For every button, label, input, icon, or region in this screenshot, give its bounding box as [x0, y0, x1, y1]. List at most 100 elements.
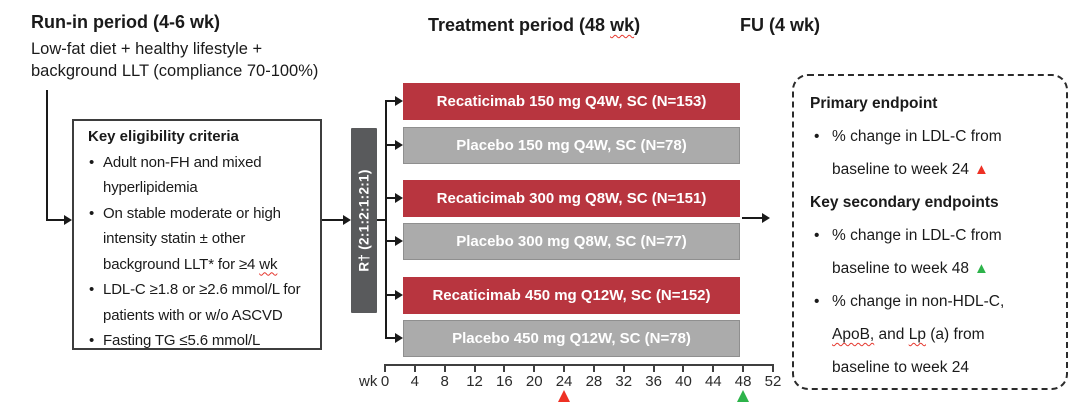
- treatment-title-squiggle-word: wk: [610, 15, 635, 35]
- week-axis-tick: [384, 364, 386, 372]
- endpoints-box: Primary endpoint % change in LDL-C from …: [792, 74, 1068, 390]
- red-up-triangle-icon: ▲: [974, 161, 989, 178]
- runin-subtitle-line2: background LLT (compliance 70-100%): [31, 62, 319, 80]
- branch-arrowhead-arm2-icon: [395, 140, 403, 150]
- week-axis-tick-label: 16: [496, 373, 513, 390]
- branch-arrowhead-arm4-icon: [395, 236, 403, 246]
- treatment-title-text: Treatment period (48: [428, 15, 611, 35]
- week-axis-tick: [533, 364, 536, 372]
- branch-arrowhead-arm1-icon: [395, 96, 403, 106]
- secondary-endpoint-text: (a) from baseline to week 24: [832, 326, 989, 376]
- primary-endpoint-list: % change in LDL-C from baseline to week …: [810, 120, 1058, 186]
- eligibility-title: Key eligibility criteria: [88, 128, 239, 145]
- eligibility-item-statin: On stable moderate or high intensity sta…: [88, 201, 318, 278]
- week-axis-tick-label: 44: [704, 373, 722, 390]
- arm-bar-placebo-450mg-q12w: Placebo 450 mg Q12W, SC (N=78): [403, 320, 740, 357]
- arrow-arms-to-endpoints-arrowhead-icon: [762, 213, 770, 223]
- week-axis-tick-label: 28: [585, 373, 603, 390]
- eligibility-item-statin-squiggle-word: wk: [259, 255, 278, 273]
- arm-bar-placebo-150mg-q4w: Placebo 150 mg Q4W, SC (N=78): [403, 127, 740, 164]
- branch-arrowhead-arm6-icon: [395, 333, 403, 343]
- green-up-triangle-icon: ▲: [974, 260, 989, 277]
- branch-line-arm1: [386, 100, 396, 102]
- runin-elbow-arrowhead-icon: [64, 215, 72, 225]
- secondary-endpoints-list: % change in LDL-C from baseline to week …: [810, 219, 1058, 384]
- secondary-endpoint-text: and: [874, 326, 909, 343]
- week-axis-line: [384, 364, 774, 366]
- fu-period-title: FU (4 wk): [740, 15, 821, 35]
- eligibility-item-tg: Fasting TG ≤5.6 mmol/L: [88, 328, 318, 354]
- week-axis-tick: [742, 364, 745, 372]
- week-axis-tick: [682, 364, 685, 372]
- week24-primary-endpoint-triangle-icon: [558, 390, 571, 402]
- branch-line-arm5: [386, 294, 396, 296]
- secondary-endpoint-text: % change in LDL-C from baseline to week …: [832, 227, 1007, 277]
- arm-bar-recaticimab-150mg-q4w: Recaticimab 150 mg Q4W, SC (N=153): [403, 83, 740, 120]
- apob-squiggle-word: ApoB,: [832, 326, 875, 343]
- secondary-endpoints-title: Key secondary endpoints: [810, 194, 999, 211]
- week-axis-tick-label: 0: [380, 373, 390, 390]
- week-axis-tick-label: 36: [645, 373, 662, 390]
- branch-line-arm6: [386, 337, 396, 339]
- primary-endpoint-title: Primary endpoint: [810, 95, 938, 112]
- secondary-endpoint-item-lipids: % change in non-HDL-C, ApoB, and Lp (a) …: [810, 285, 1040, 384]
- week-axis-tick: [592, 364, 595, 372]
- arm-bar-label: Recaticimab 450 mg Q12W, SC (N=152): [432, 287, 711, 304]
- secondary-endpoint-text: % change in non-HDL-C,: [832, 293, 1008, 310]
- week-axis-tick-label: 40: [675, 373, 692, 390]
- arm-bar-placebo-300mg-q8w: Placebo 300 mg Q8W, SC (N=77): [403, 223, 740, 260]
- arrow-arms-to-endpoints-line: [742, 217, 762, 219]
- arm-bar-label: Placebo 450 mg Q12W, SC (N=78): [452, 330, 691, 347]
- runin-subtitle-line1: Low-fat diet + healthy lifestyle +: [31, 40, 263, 58]
- branch-line-arm4: [386, 240, 396, 242]
- week-axis-tick: [652, 364, 655, 372]
- secondary-endpoint-item-ldlc48: % change in LDL-C from baseline to week …: [810, 219, 1040, 285]
- week-axis-tick-label: 8: [440, 373, 449, 390]
- arm-bar-label: Recaticimab 150 mg Q4W, SC (N=153): [436, 93, 707, 110]
- week-axis-tick-label: 4: [410, 373, 420, 390]
- arm-bar-recaticimab-450mg-q12w: Recaticimab 450 mg Q12W, SC (N=152): [403, 277, 740, 314]
- treatment-title-close: ): [634, 15, 641, 35]
- randomization-ratio-label: R† (2:1:2:1:2:1): [356, 169, 372, 272]
- arm-bar-label: Placebo 150 mg Q4W, SC (N=78): [456, 137, 687, 154]
- week-axis-tick: [473, 364, 476, 372]
- week-axis: wk 0 4 8 12 16 20 24 28 32 36 40 44 48 52: [359, 364, 781, 413]
- week-axis-tick: [772, 364, 774, 372]
- week-axis-unit-label: wk: [359, 373, 378, 390]
- eligibility-criteria-box: Key eligibility criteria Adult non-FH an…: [72, 119, 322, 353]
- branch-arrowhead-arm3-icon: [395, 193, 403, 203]
- eligibility-item-nonfh: Adult non-FH and mixed hyperlipidemia: [88, 150, 318, 201]
- eligibility-list: Adult non-FH and mixed hyperlipidemia On…: [88, 150, 318, 354]
- week-axis-tick: [712, 364, 715, 372]
- primary-endpoint-text: % change in LDL-C from baseline to week …: [832, 128, 1007, 178]
- week-axis-tick: [622, 364, 625, 372]
- arm-bar-label: Recaticimab 300 mg Q8W, SC (N=151): [436, 190, 707, 207]
- runin-elbow-vertical-line: [46, 90, 48, 221]
- runin-period-title: Run-in period (4-6 wk): [31, 12, 220, 32]
- week48-secondary-endpoint-triangle-icon: [737, 390, 750, 402]
- week-axis-tick-label: 20: [525, 373, 543, 390]
- arm-bar-label: Placebo 300 mg Q8W, SC (N=77): [456, 233, 687, 250]
- arrow-eligibility-to-randomization-arrowhead-icon: [343, 215, 351, 225]
- branch-arrowhead-arm5-icon: [395, 290, 403, 300]
- eligibility-item-ldlc: LDL-C ≥1.8 or ≥2.6 mmol/L for patients w…: [88, 277, 318, 328]
- primary-endpoint-item: % change in LDL-C from baseline to week …: [810, 120, 1040, 186]
- week-axis-tick: [443, 364, 446, 372]
- week-axis-tick: [503, 364, 506, 372]
- week-axis-tick-label: 12: [466, 373, 483, 390]
- arm-bar-recaticimab-300mg-q8w: Recaticimab 300 mg Q8W, SC (N=151): [403, 180, 740, 217]
- randomization-branch-vertical-line: [385, 100, 387, 339]
- week-axis-tick: [413, 364, 416, 372]
- week-axis-tick-label: 52: [764, 373, 782, 390]
- arrow-eligibility-to-randomization-line: [322, 219, 343, 221]
- lpa-squiggle-word: Lp: [908, 326, 926, 343]
- runin-elbow-horizontal-line: [46, 219, 64, 221]
- week-axis-tick: [563, 364, 566, 372]
- week-axis-tick-label: 48: [734, 373, 752, 390]
- treatment-period-title: Treatment period (48 wk): [428, 15, 640, 36]
- eligibility-item-statin-text: On stable moderate or high intensity sta…: [103, 204, 285, 273]
- week-axis-tick-label: 24: [555, 373, 573, 390]
- branch-line-arm2: [386, 144, 396, 146]
- week-axis-tick-label: 32: [615, 373, 633, 390]
